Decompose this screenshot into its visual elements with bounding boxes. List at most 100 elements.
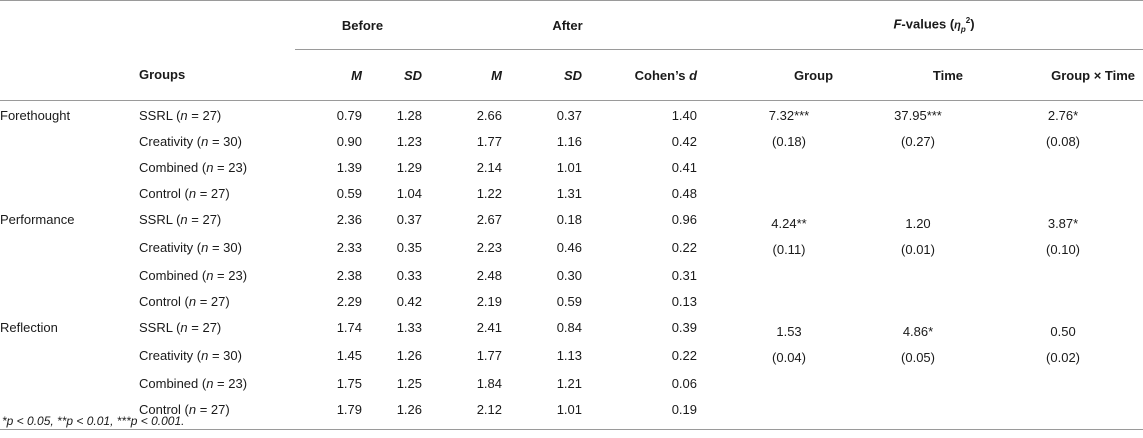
before-m-value: 1.45 — [336, 348, 362, 363]
cohens-d-value: 1.40 — [671, 108, 698, 123]
f-statistic: 0.50 — [1050, 324, 1076, 339]
empty-cell — [725, 397, 853, 423]
header-row-1: Before After F-values (ηp2) — [0, 0, 1143, 50]
before-m-value: 0.59 — [336, 186, 362, 201]
f-statistic: 3.87* — [1047, 216, 1079, 231]
table-row: Forethought SSRL (n = 27) 0.79 1.28 2.66 0.37… — [0, 101, 1143, 149]
fvalues-label: -values ( — [901, 16, 955, 32]
empty-cell — [983, 371, 1143, 397]
after-sd-value: 1.01 — [556, 402, 582, 417]
f-statistic: 4.86* — [902, 324, 934, 339]
empty-cell — [725, 181, 853, 207]
before-m-value: 2.38 — [336, 268, 362, 283]
table-row: Reflection SSRL (n = 27) 1.74 1.33 2.41 0.84 0… — [0, 315, 1143, 365]
cohens-d-value: 0.06 — [671, 376, 698, 391]
fvalues-header: F-values (ηp2) — [725, 0, 1143, 50]
before-sd-value: 1.25 — [396, 376, 422, 391]
spacer — [705, 235, 725, 263]
before-m-value: 1.74 — [336, 320, 362, 335]
eta-squared: (0.04) — [772, 350, 806, 365]
cohens-d-header: Cohen’s d — [590, 49, 706, 101]
f-group-time-value: 2.76* (0.08) — [983, 101, 1143, 156]
empty-cell — [853, 263, 983, 289]
cohens-d-value: 0.13 — [671, 294, 698, 309]
spacer — [705, 101, 725, 130]
spacer — [705, 371, 725, 397]
f-time-value: 37.95*** (0.27) — [853, 101, 983, 156]
empty-cell — [983, 155, 1143, 181]
before-m-value: 1.79 — [336, 402, 362, 417]
spacer — [705, 289, 725, 315]
section-label — [0, 235, 135, 263]
after-m-value: 2.14 — [476, 160, 502, 175]
section-label — [0, 371, 135, 397]
table-row: Control (n = 27) 0.59 1.04 1.22 1.31 0.48 — [0, 181, 1143, 207]
before-sd-value: 1.04 — [396, 186, 422, 201]
after-sd-value: 1.01 — [556, 160, 582, 175]
section-label — [0, 343, 135, 371]
before-header: Before — [295, 0, 430, 50]
before-sd-value: 0.42 — [396, 294, 422, 309]
before-sd-value: 0.37 — [396, 212, 422, 227]
after-m-value: 2.48 — [476, 268, 502, 283]
after-sd-value: 0.30 — [556, 268, 582, 283]
spacer — [705, 315, 725, 343]
section-label: Forethought — [0, 108, 71, 123]
after-sd-value: 0.18 — [556, 212, 582, 227]
spacer — [705, 207, 725, 235]
f-statistic: 1.53 — [776, 324, 802, 339]
empty-cell — [983, 181, 1143, 207]
group-name: Combined (n = 23) — [139, 160, 248, 175]
group-name: SSRL (n = 27) — [139, 212, 222, 227]
section-label: Reflection — [0, 320, 58, 335]
before-sd-value: 0.35 — [396, 240, 422, 255]
f-group-value: 7.32*** (0.18) — [725, 101, 853, 156]
spacer — [705, 263, 725, 289]
after-m-value: 1.84 — [476, 376, 502, 391]
table-row: Creativity (n = 30) 1.45 1.26 1.77 1.13 0.22 — [0, 343, 1143, 371]
empty-cell — [853, 155, 983, 181]
group-name: Control (n = 27) — [139, 294, 230, 309]
f-statistic: 4.24** — [771, 216, 807, 231]
f-group-value: 1.53 (0.04) — [725, 315, 853, 371]
section-label — [0, 129, 135, 155]
empty-cell — [725, 289, 853, 315]
f-group-time-value: 0.50 (0.02) — [983, 315, 1143, 371]
eta-symbol: η — [954, 19, 961, 32]
after-sd-value: 0.84 — [556, 320, 582, 335]
before-m-value: 2.33 — [336, 240, 362, 255]
fvalues-close: ) — [970, 16, 975, 32]
eta-squared: (0.01) — [901, 242, 935, 257]
cohens-d-value: 0.96 — [671, 212, 698, 227]
table-body: Forethought SSRL (n = 27) 0.79 1.28 2.66 0.37… — [0, 101, 1143, 430]
after-sd-value: 1.16 — [556, 134, 582, 149]
before-m-value: 0.90 — [336, 134, 362, 149]
before-m-value: 2.36 — [336, 212, 362, 227]
time-header: Time — [853, 49, 984, 101]
spacer — [705, 181, 725, 207]
cohens-d-value: 0.19 — [671, 402, 698, 417]
after-sd-value: 1.13 — [556, 348, 582, 363]
bottom-rule — [0, 423, 1143, 430]
before-sd-value: 1.26 — [396, 402, 422, 417]
table-row: Combined (n = 23) 1.75 1.25 1.84 1.21 0.06 — [0, 371, 1143, 397]
after-m-value: 2.41 — [476, 320, 502, 335]
section-label: Performance — [0, 212, 75, 227]
cohens-d-value: 0.48 — [671, 186, 698, 201]
section-label — [0, 181, 135, 207]
before-sd-value: 1.28 — [396, 108, 422, 123]
table-row: Control (n = 27) 1.79 1.26 2.12 1.01 0.19 — [0, 397, 1143, 423]
header-row-2: Groups M SD M SD Cohen’s d Group Time Gr… — [0, 49, 1143, 101]
empty-cell — [725, 155, 853, 181]
before-m-value: 1.75 — [336, 376, 362, 391]
group-time-header: Group × Time — [983, 49, 1143, 101]
spacer — [705, 343, 725, 371]
before-m-header: M — [295, 49, 370, 101]
after-m-header: M — [430, 49, 510, 101]
group-name: Creativity (n = 30) — [139, 134, 242, 149]
after-sd-value: 1.31 — [556, 186, 582, 201]
table-row: Combined (n = 23) 1.39 1.29 2.14 1.01 0.41 — [0, 155, 1143, 181]
after-sd-header: SD — [510, 49, 590, 101]
cohens-d-value: 0.22 — [671, 240, 698, 255]
eta-squared: (0.18) — [772, 134, 806, 149]
